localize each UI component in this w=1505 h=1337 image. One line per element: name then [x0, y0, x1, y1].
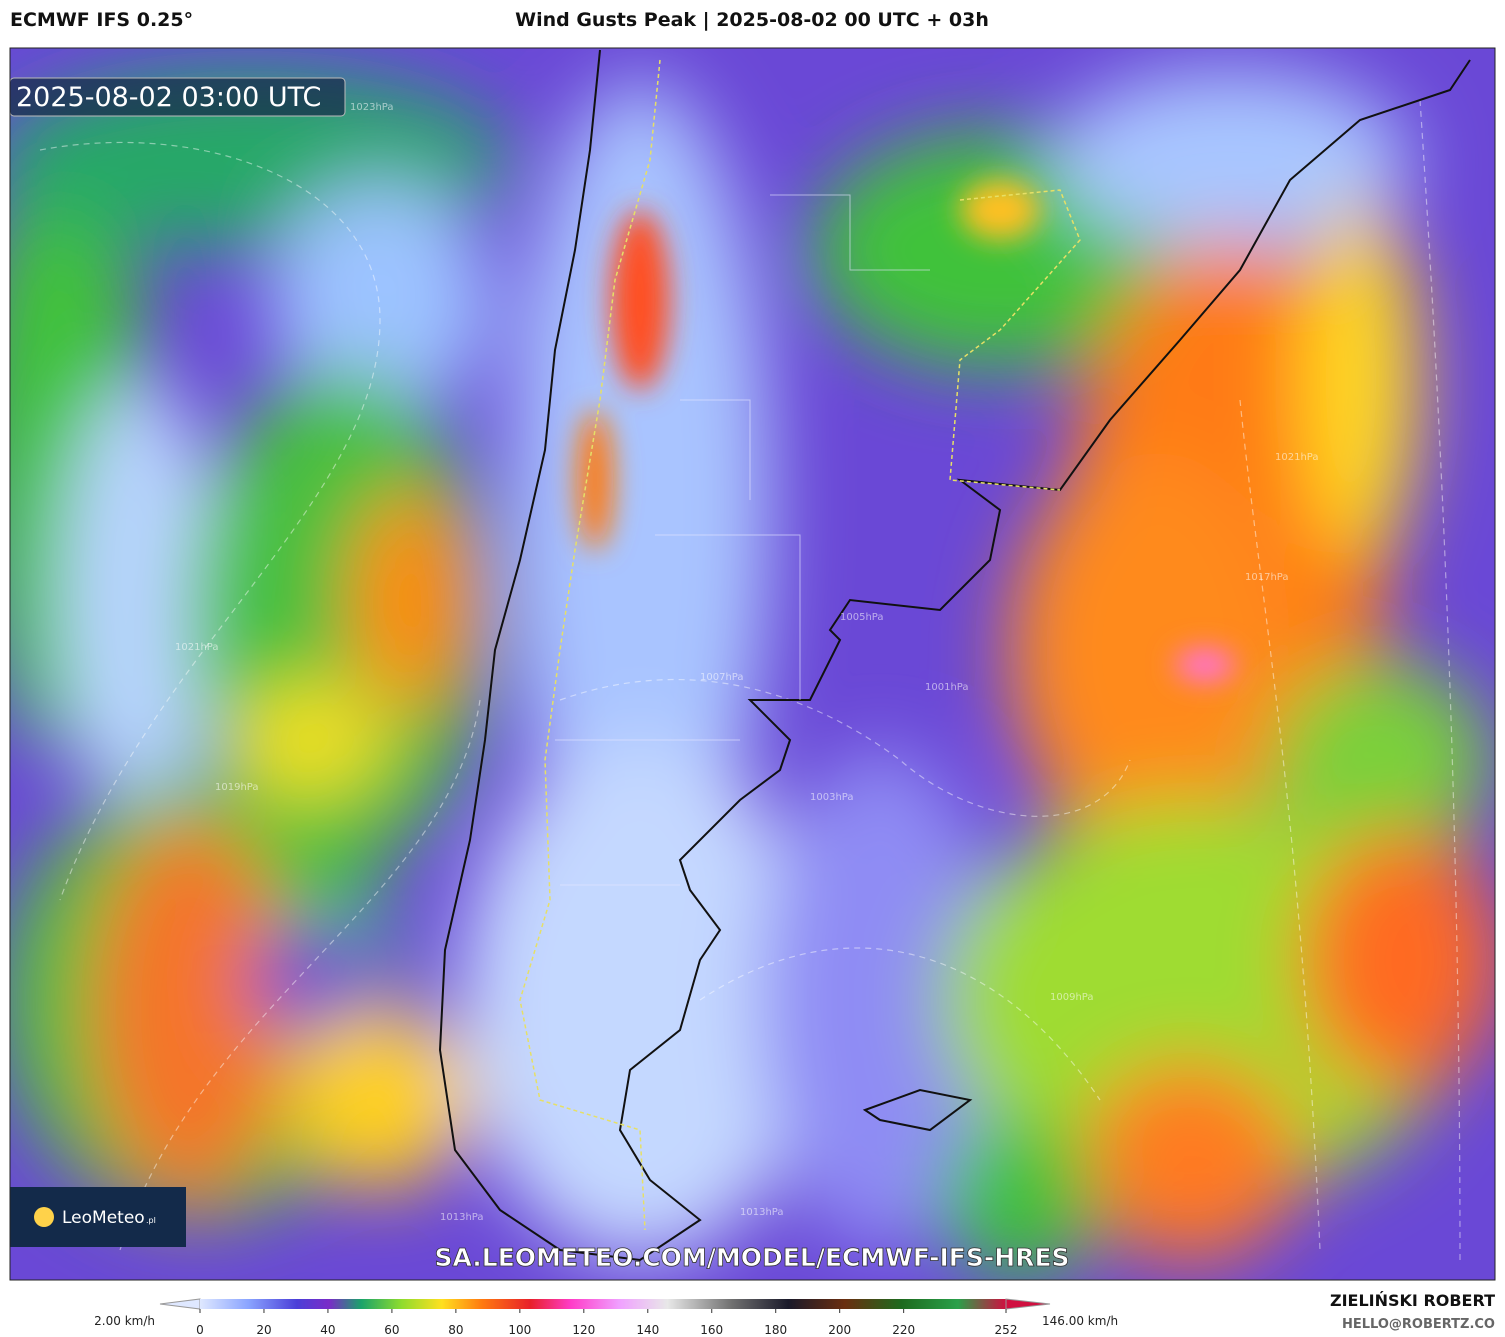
- isobar-label: 1005hPa: [840, 612, 884, 623]
- colorbar-tick-label: 80: [448, 1323, 463, 1337]
- colorbar-arrow-high: [1005, 1298, 1051, 1310]
- colorbar-tick-label: 0: [196, 1323, 204, 1337]
- colorbar-arrow-low: [159, 1298, 201, 1310]
- colorbar: 0 20 40 60 80 100 120 140 160 180 200 220 252: [159, 1298, 1051, 1337]
- map-frame: [9, 47, 1496, 1281]
- coastline: [438, 49, 1471, 1262]
- isobar-label: 1003hPa: [810, 792, 854, 803]
- isobar-labels: 1023hPa 1021hPa 1019hPa 1013hPa 1007hPa …: [175, 102, 1319, 1223]
- colorbar-tick-label: 220: [892, 1323, 915, 1337]
- url-watermark: SA.LEOMETEO.COM/MODEL/ECMWF-IFS-HRES: [434, 1243, 1069, 1272]
- provinces: [555, 194, 930, 886]
- colorbar-min: 2.00 km/h: [94, 1314, 155, 1328]
- colorbar-tick-label: 40: [320, 1323, 335, 1337]
- isobar-label: 1007hPa: [700, 672, 744, 683]
- isobar-label: 1017hPa: [1245, 572, 1289, 583]
- gust-peaks: [577, 180, 1235, 681]
- isobars: [39, 99, 1461, 1261]
- valid-time: 2025-08-02 03:00 UTC: [16, 82, 321, 113]
- isobar-label: 1021hPa: [1275, 452, 1319, 463]
- isobar-label: 1009hPa: [1050, 992, 1094, 1003]
- colorbar-tick-label: 60: [384, 1323, 399, 1337]
- isobar-label: 1023hPa: [350, 102, 394, 113]
- logo-suffix: .pl: [146, 1216, 156, 1225]
- author: ZIELIŃSKI ROBERT: [1330, 1291, 1495, 1310]
- map: 1023hPa 1021hPa 1019hPa 1013hPa 1007hPa …: [10, 48, 1495, 1280]
- isobar-label: 1019hPa: [215, 782, 259, 793]
- colorbar-tick-label: 120: [572, 1323, 595, 1337]
- isobar-label: 1021hPa: [175, 642, 219, 653]
- logo-text: LeoMeteo: [62, 1208, 145, 1228]
- isobar-label: 1013hPa: [440, 1212, 484, 1223]
- colorbar-tick-label: 200: [828, 1323, 851, 1337]
- map-title: Wind Gusts Peak | 2025-08-02 00 UTC + 03…: [515, 9, 989, 31]
- colorbar-tick-label: 100: [508, 1323, 531, 1337]
- isobar-label: 1013hPa: [740, 1207, 784, 1218]
- colorbar-gradient: [200, 1299, 1006, 1309]
- model-name: ECMWF IFS 0.25°: [10, 9, 193, 31]
- colorbar-tick-label: 180: [764, 1323, 787, 1337]
- logo-sun: [34, 1207, 54, 1227]
- colorbar-tick-label: 252: [995, 1323, 1018, 1337]
- time-box: [10, 77, 346, 117]
- colorbar-tick-label: 20: [256, 1323, 271, 1337]
- contact: HELLO@ROBERTZ.CO: [1342, 1317, 1495, 1332]
- borders: [519, 59, 1081, 1231]
- colorbar-tick-label: 140: [636, 1323, 659, 1337]
- isobar-label: 1001hPa: [925, 682, 969, 693]
- colorbar-tick-label: 160: [700, 1323, 723, 1337]
- colorbar-max: 146.00 km/h: [1042, 1314, 1118, 1328]
